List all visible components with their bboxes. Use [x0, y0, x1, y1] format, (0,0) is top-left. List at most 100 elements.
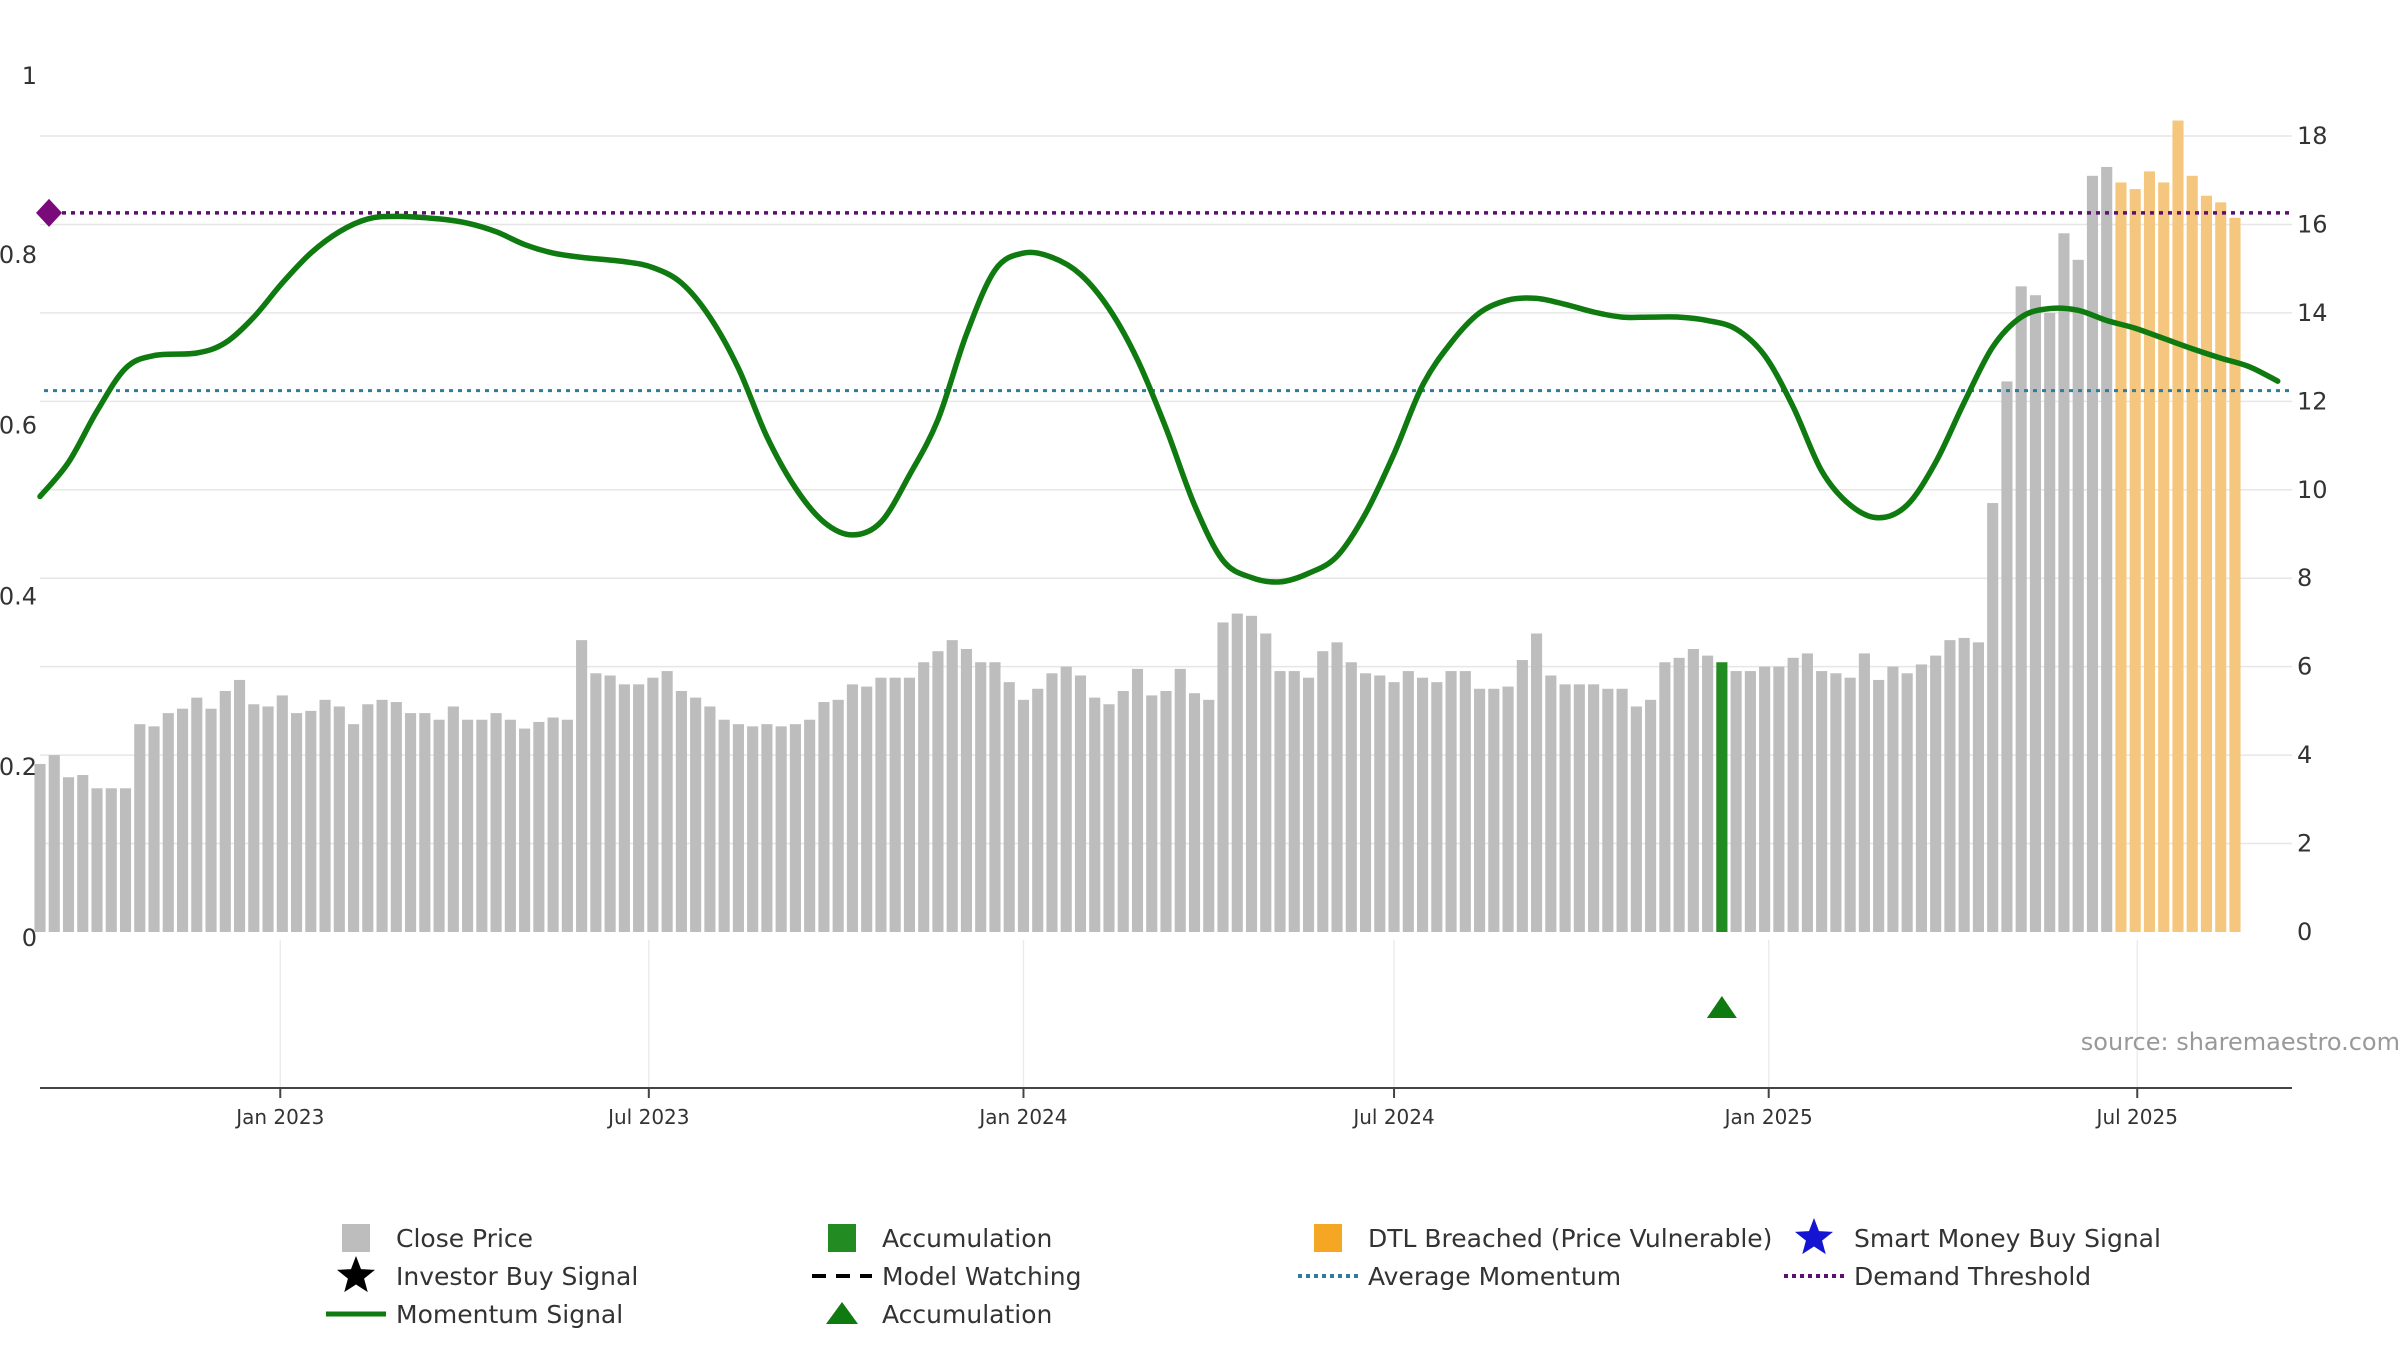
close-price-bar — [661, 671, 673, 932]
close-price-bar — [262, 706, 274, 932]
close-price-bar — [590, 673, 602, 932]
close-price-bar — [1260, 633, 1272, 932]
close-price-bar — [775, 726, 787, 932]
legend-swatch — [828, 1224, 856, 1252]
close-price-bar — [376, 699, 388, 932]
y-left-tick-label: 0.8 — [0, 241, 37, 269]
close-price-bar — [2029, 295, 2042, 932]
close-price-bar — [219, 690, 231, 932]
y-right-tick-label: 6 — [2297, 653, 2312, 681]
close-price-bar — [1616, 688, 1628, 932]
close-price-bar — [162, 713, 174, 932]
close-price-bar — [1402, 671, 1414, 932]
close-price-bar — [903, 677, 916, 932]
accumulation-marker — [1706, 996, 1737, 1018]
close-price-bar — [1588, 684, 1600, 932]
close-price-bar — [1958, 637, 1970, 932]
close-price-bar — [1531, 633, 1543, 932]
close-price-bar — [1816, 671, 1828, 932]
close-price-bar — [1972, 642, 1984, 932]
close-price-bar — [233, 679, 246, 932]
close-price-bar — [1887, 666, 1899, 932]
close-price-bar — [1046, 673, 1058, 932]
close-price-bar — [276, 695, 288, 932]
legend: Close Price Accumulation DTL Breached (Pri… — [326, 1218, 2161, 1329]
close-price-bar — [319, 699, 331, 932]
close-price-bar — [804, 719, 816, 932]
close-price-bar — [1901, 673, 1913, 932]
accumulation-bar — [1716, 662, 1728, 932]
close-price-bar — [918, 662, 930, 932]
close-price-bar — [1288, 671, 1300, 932]
close-price-bar — [875, 677, 887, 932]
legend-label: Momentum Signal — [396, 1300, 623, 1329]
close-price-bar — [1445, 671, 1457, 932]
close-price-bar — [48, 755, 60, 932]
dtl-breached-bar — [2186, 175, 2198, 933]
close-price-bar — [704, 706, 716, 932]
close-price-bar — [2072, 259, 2084, 932]
axes: Jan 2023 Jul 2023 Jan 2024 Jul 2024 Jan 2025… — [0, 62, 2328, 1129]
close-price-bar — [390, 702, 402, 932]
close-price-bar — [1873, 679, 1885, 932]
close-price-bar — [975, 662, 987, 932]
close-price-bar — [633, 684, 645, 932]
close-price-bar — [1331, 642, 1343, 932]
gridlines — [40, 135, 2292, 1088]
y-left-tick-label: 0.2 — [0, 753, 37, 781]
close-price-bar — [576, 640, 588, 932]
legend-item: Accumulation — [826, 1300, 1052, 1329]
legend-item: Momentum Signal — [326, 1300, 623, 1329]
close-price-bar — [148, 726, 160, 932]
legend-item: Average Momentum — [1298, 1262, 1621, 1291]
close-price-bar — [1217, 622, 1229, 932]
dtl-breached-bar — [2172, 120, 2184, 933]
x-tick-label: Jul 2023 — [606, 1105, 689, 1129]
x-tick-label: Jan 2025 — [1723, 1105, 1813, 1129]
y-right-tick-label: 4 — [2297, 741, 2312, 769]
dtl-breached-bar — [2200, 195, 2213, 932]
y-right-tick-label: 2 — [2297, 830, 2312, 858]
close-price-bar — [1345, 662, 1357, 932]
close-price-bar — [290, 713, 303, 932]
close-price-bar — [1602, 688, 1614, 932]
close-price-bar — [2044, 312, 2056, 932]
close-price-bar — [2086, 175, 2099, 933]
legend-label: Accumulation — [882, 1300, 1052, 1329]
close-price-bar — [1302, 677, 1315, 932]
close-price-bar — [2015, 286, 2027, 932]
close-price-bar — [547, 717, 559, 932]
close-price-bar — [1830, 673, 1842, 932]
close-price-bar — [1203, 699, 1215, 932]
close-price-bar — [1730, 671, 1742, 932]
y-right-tick-label: 12 — [2297, 387, 2328, 415]
close-price-bar — [62, 777, 75, 932]
close-price-bar — [533, 721, 545, 932]
y-left-tick-label: 0.4 — [0, 582, 37, 610]
close-price-bar — [462, 719, 474, 932]
close-price-bar — [504, 719, 516, 932]
close-price-bar — [1017, 699, 1030, 932]
close-price-bar — [447, 706, 459, 932]
y-right-tick-label: 18 — [2297, 122, 2328, 150]
dtl-breached-bar — [2158, 182, 2170, 932]
close-price-bar — [989, 662, 1001, 932]
close-price-bar — [1702, 655, 1714, 932]
star-icon — [1794, 1218, 1834, 1255]
close-price-bar — [1089, 697, 1101, 932]
legend-label: Smart Money Buy Signal — [1854, 1224, 2161, 1253]
y-right-tick-label: 14 — [2297, 299, 2328, 327]
close-price-bar — [119, 788, 132, 932]
y-right-tick-label: 0 — [2297, 918, 2312, 946]
close-price-bar — [1773, 666, 1785, 932]
legend-label: Accumulation — [882, 1224, 1052, 1253]
close-price-bar — [191, 697, 203, 932]
close-price-bar — [1103, 704, 1115, 932]
triangle-icon — [826, 1302, 858, 1324]
close-price-bar — [1060, 666, 1072, 932]
legend-item: Model Watching — [812, 1262, 1082, 1291]
demand-threshold-marker — [36, 198, 62, 227]
legend-item: DTL Breached (Price Vulnerable) — [1314, 1224, 1772, 1253]
